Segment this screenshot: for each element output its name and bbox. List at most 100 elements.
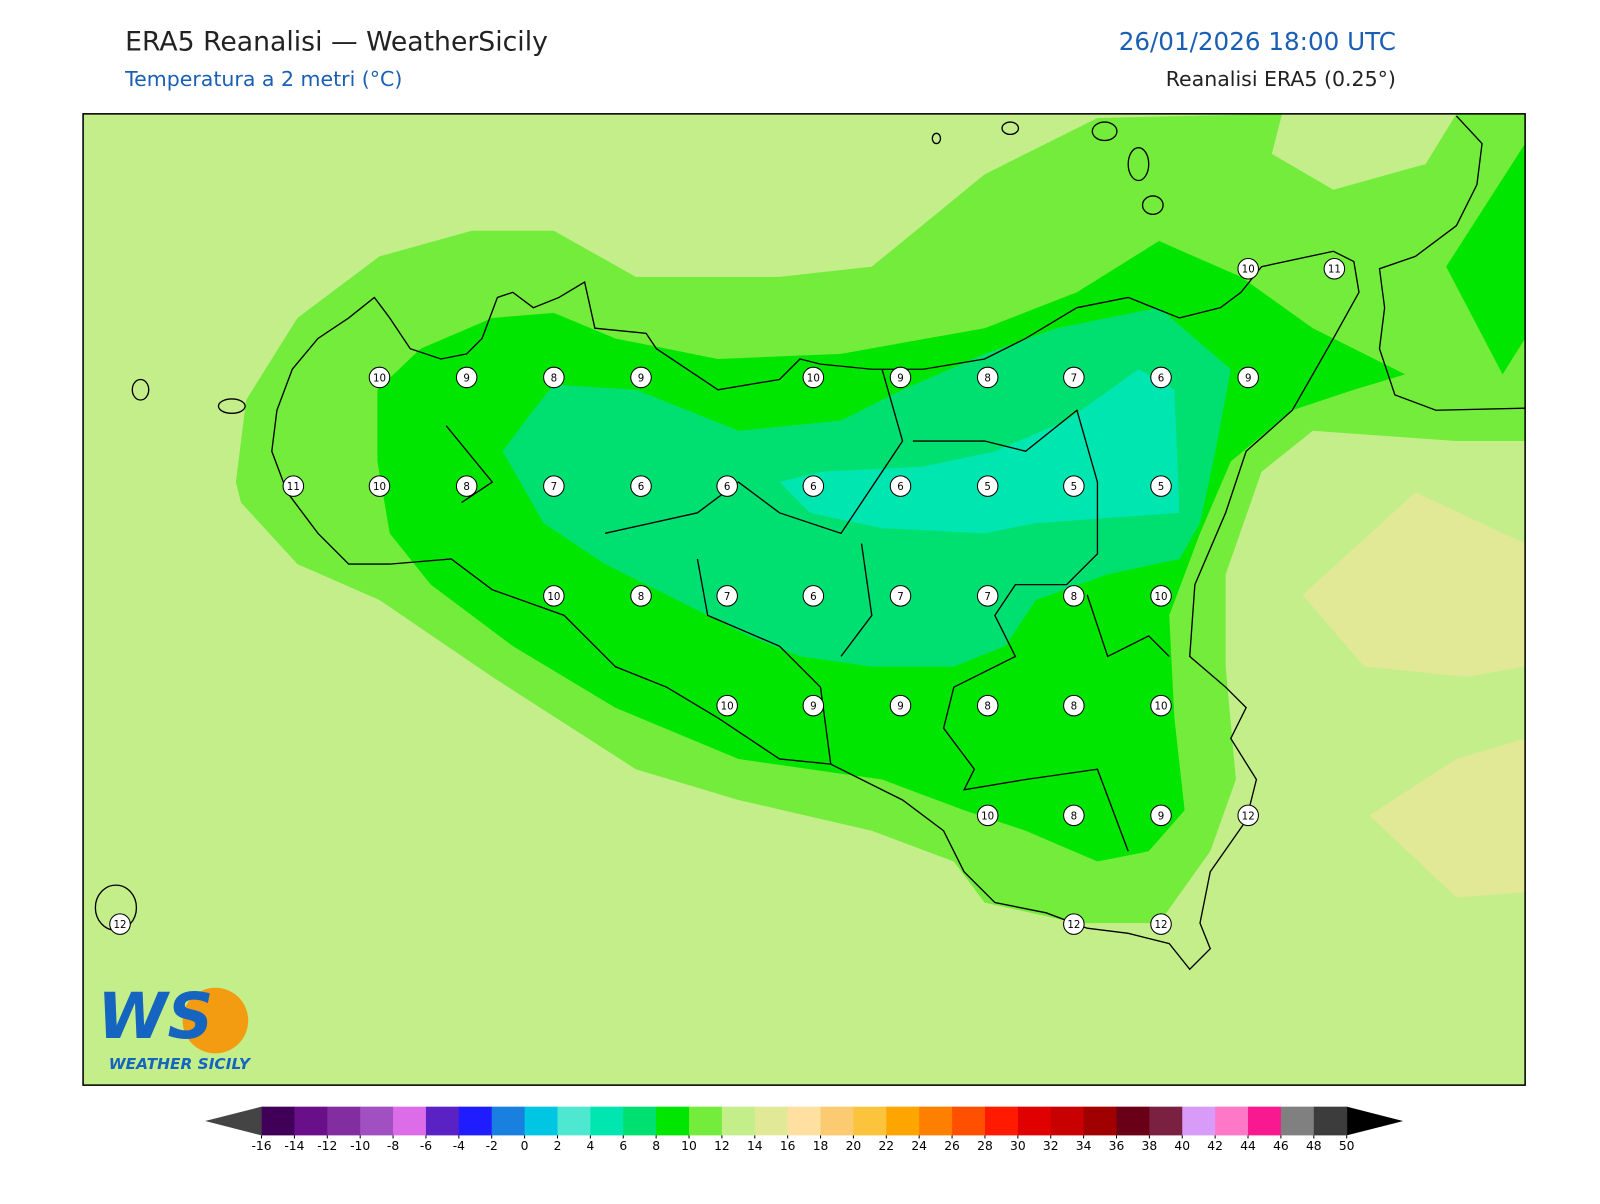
station-value: 8 xyxy=(1071,810,1078,822)
station-value: 6 xyxy=(724,481,731,493)
colorbar-tick-label: 18 xyxy=(813,1139,829,1153)
logo-sun xyxy=(182,987,249,1054)
colorbar-under xyxy=(205,1106,262,1136)
station-marker xyxy=(1063,804,1085,827)
station-marker xyxy=(889,475,912,497)
station-marker xyxy=(976,366,999,389)
station-marker xyxy=(1237,257,1259,280)
station-marker xyxy=(543,585,565,607)
colorbar-tick-label: 2 xyxy=(554,1139,562,1153)
station-value: 7 xyxy=(897,591,904,603)
colorbar-tick-label: 32 xyxy=(1043,1139,1059,1153)
colorbar-tick-label: 46 xyxy=(1273,1139,1289,1153)
station-value: 8 xyxy=(638,591,645,603)
station-marker xyxy=(1150,804,1172,827)
station-marker xyxy=(716,694,738,717)
station-value: 5 xyxy=(1071,481,1078,493)
colorbar-segment xyxy=(1050,1106,1085,1136)
colorbar-tick-label: 26 xyxy=(944,1139,960,1153)
colorbar-segment xyxy=(853,1106,887,1136)
colorbar-tick-label: 50 xyxy=(1339,1139,1355,1153)
station-value: 7 xyxy=(724,591,731,603)
station-value: 9 xyxy=(810,701,817,713)
colorbar-segment xyxy=(656,1106,690,1136)
colorbar-tick-label: 34 xyxy=(1076,1139,1092,1153)
station-marker xyxy=(976,475,999,497)
station-marker xyxy=(1150,585,1172,607)
colorbar-tick-label: -8 xyxy=(387,1139,399,1153)
station-value: 5 xyxy=(984,481,991,493)
colorbar-segment xyxy=(327,1106,361,1136)
colorbar-segment xyxy=(919,1106,953,1136)
colorbar-tick-label: -4 xyxy=(453,1139,465,1153)
colorbar-segment xyxy=(491,1106,526,1136)
colorbar-segment xyxy=(458,1106,493,1136)
station-marker xyxy=(1150,366,1172,389)
colorbar-segment xyxy=(557,1106,591,1136)
colorbar-segment xyxy=(952,1106,986,1136)
station-marker xyxy=(889,585,912,607)
station-marker xyxy=(368,366,391,389)
station-value: 10 xyxy=(807,372,820,384)
station-value: 9 xyxy=(638,372,645,384)
station-marker xyxy=(455,366,478,389)
colorbar-segment xyxy=(886,1106,920,1136)
station-marker xyxy=(282,475,305,497)
station-value: 8 xyxy=(984,701,991,713)
logo-name: WEATHER SICILY xyxy=(109,1055,252,1073)
colorbar: -16 -14 -12 -10 -8 -6 -4 -2 0 2 4 6 8 10 12 14 16 18 20 22 2… xyxy=(205,1106,1404,1153)
station-value: 6 xyxy=(897,481,904,493)
station-marker xyxy=(109,913,131,935)
colorbar-tick-label: 36 xyxy=(1109,1139,1125,1153)
colorbar-tick-label: 6 xyxy=(619,1139,627,1153)
map-frame xyxy=(82,113,1526,1086)
station-value: 9 xyxy=(1245,372,1252,384)
station-marker xyxy=(802,366,825,389)
station-marker xyxy=(1063,913,1085,935)
colorbar-over xyxy=(1346,1106,1404,1136)
colorbar-segment xyxy=(721,1106,756,1136)
colorbar-tick-label: -6 xyxy=(420,1139,432,1153)
colorbar-segment xyxy=(689,1106,723,1136)
colorbar-segment xyxy=(1280,1106,1315,1136)
station-value: 10 xyxy=(1155,701,1168,713)
colorbar-segment xyxy=(393,1106,427,1136)
subtitle: Temperatura a 2 metri (°C) xyxy=(124,67,402,91)
colorbar-tick-label: 10 xyxy=(681,1139,697,1153)
colorbar-tick-label: 14 xyxy=(747,1139,763,1153)
station-value: 8 xyxy=(1071,701,1078,713)
station-marker xyxy=(1063,694,1085,717)
colorbar-tick-label: 4 xyxy=(586,1139,594,1153)
colorbar-tick-label: 8 xyxy=(652,1139,660,1153)
station-marker xyxy=(543,475,565,497)
station-value: 7 xyxy=(551,481,558,493)
colorbar-segment xyxy=(524,1106,558,1136)
station-marker xyxy=(630,475,652,497)
station-marker xyxy=(716,585,738,607)
station-value: 9 xyxy=(463,372,470,384)
station-marker xyxy=(889,694,912,717)
colorbar-tick-label: 48 xyxy=(1306,1139,1322,1153)
station-value: 8 xyxy=(551,372,558,384)
station-value: 10 xyxy=(1155,591,1168,603)
colorbar-segment xyxy=(623,1106,657,1136)
station-marker xyxy=(455,475,478,497)
station-marker xyxy=(630,585,652,607)
station-value: 10 xyxy=(547,591,560,603)
colorbar-tick-label: 24 xyxy=(911,1139,927,1153)
station-value: 11 xyxy=(1328,264,1341,276)
station-marker xyxy=(976,585,999,607)
colorbar-segment xyxy=(984,1106,1019,1136)
colorbar-tick-label: -16 xyxy=(251,1139,271,1153)
station-value: 8 xyxy=(984,372,991,384)
colorbar-segment xyxy=(261,1106,295,1136)
colorbar-tick-label: -2 xyxy=(486,1139,498,1153)
station-value: 5 xyxy=(1158,481,1165,493)
colorbar-tick-label: 42 xyxy=(1207,1139,1223,1153)
station-value: 12 xyxy=(1067,919,1080,931)
colorbar-segment xyxy=(1182,1106,1216,1136)
station-marker xyxy=(1150,913,1172,935)
colorbar-tick-label: 44 xyxy=(1240,1139,1256,1153)
colorbar-tick-label: 28 xyxy=(977,1139,993,1153)
station-value: 6 xyxy=(638,481,645,493)
